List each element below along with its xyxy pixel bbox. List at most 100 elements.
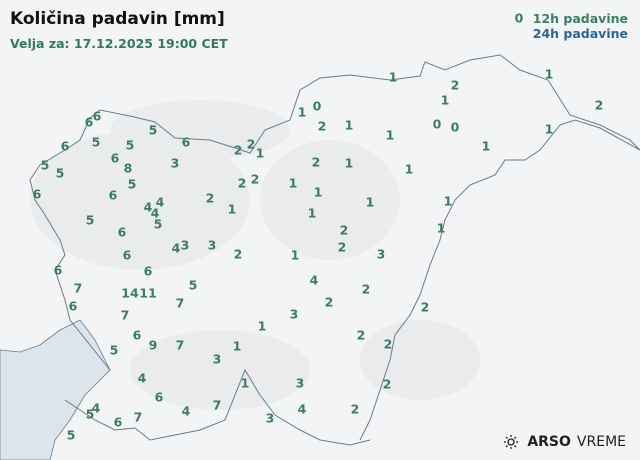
station-value: 5 (91, 134, 101, 150)
station-value: 3 (207, 237, 217, 253)
station-value: 2 (350, 401, 360, 417)
station-value: 5 (109, 342, 119, 358)
station-value: 7 (212, 397, 222, 413)
station-value: 1 (227, 201, 237, 217)
valid-time: Velja za: 17.12.2025 19:00 CET (10, 36, 228, 51)
station-value: 0 (450, 119, 460, 135)
station-value: 6 (108, 187, 118, 203)
station-value: 6 (117, 224, 127, 240)
station-value: 4 (297, 401, 307, 417)
station-value: 5 (188, 277, 198, 293)
station-value: 5 (85, 406, 95, 422)
station-value: 3 (289, 306, 299, 322)
station-value: 2 (337, 239, 347, 255)
station-value: 1 (255, 145, 265, 161)
station-value: 4 (137, 370, 147, 386)
country-border (29, 54, 640, 441)
station-value: 1 (290, 247, 300, 263)
logo-product: VREME (576, 434, 626, 450)
station-value: 2 (356, 327, 366, 343)
station-value: 1 (385, 127, 395, 143)
station-value: 3 (376, 246, 386, 262)
station-value: 6 (60, 138, 70, 154)
station-value: 6 (143, 263, 153, 279)
station-value: 6 (32, 186, 42, 202)
station-value: 2 (311, 154, 321, 170)
relief-shading (30, 100, 480, 410)
station-value: 1 (440, 92, 450, 108)
station-value: 4 (309, 272, 319, 288)
station-value: 7 (73, 280, 83, 296)
station-value: 6 (122, 247, 132, 263)
southern-border (64, 368, 371, 446)
sea (0, 319, 111, 460)
station-value: 2 (383, 336, 393, 352)
station-value: 1 (232, 338, 242, 354)
station-value: 6 (132, 327, 142, 343)
station-value: 1 (388, 69, 398, 85)
station-value: 1 (544, 66, 554, 82)
station-value: 0 (514, 10, 524, 26)
weather-logo-icon (504, 435, 519, 449)
station-value: 1 (344, 155, 354, 171)
station-value: 1 (404, 161, 414, 177)
map-title: Količina padavin [mm] (10, 9, 225, 29)
station-value: 1 (307, 205, 317, 221)
station-value: 1 (365, 194, 375, 210)
station-value: 6 (113, 414, 123, 430)
station-value: 2 (233, 142, 243, 158)
station-value: 6 (92, 108, 102, 124)
station-value: 5 (85, 212, 95, 228)
station-value: 2 (205, 190, 215, 206)
station-value: 6 (110, 150, 120, 166)
station-value: 0 (432, 116, 442, 132)
station-value: 4 (91, 400, 101, 416)
station-value: 4 (155, 194, 165, 210)
legend-12h: 12h padavine (532, 11, 628, 26)
station-value: 1 (313, 184, 323, 200)
station-value: 3 (295, 375, 305, 391)
station-value: 0 (312, 98, 322, 114)
legend-24h: 24h padavine (532, 26, 628, 41)
station-value: 7 (175, 337, 185, 353)
station-value: 2 (250, 171, 260, 187)
station-value: 1 (240, 375, 250, 391)
station-value: 11 (139, 285, 157, 301)
station-value: 1 (344, 117, 354, 133)
station-value: 5 (66, 427, 76, 443)
station-value: 8 (123, 160, 133, 176)
station-value: 5 (153, 216, 163, 232)
station-value: 6 (154, 389, 164, 405)
station-value: 5 (127, 176, 137, 192)
station-value: 7 (120, 307, 130, 323)
station-value: 2 (324, 294, 334, 310)
station-value: 1 (288, 175, 298, 191)
station-value: 6 (181, 134, 191, 150)
station-value: 3 (265, 410, 275, 426)
station-value: 1 (544, 121, 554, 137)
station-value: 5 (55, 165, 65, 181)
logo-brand: ARSO (527, 434, 571, 450)
station-value: 5 (40, 157, 50, 173)
station-value: 4 (150, 205, 160, 221)
station-value: 4 (181, 403, 191, 419)
station-value: 2 (361, 281, 371, 297)
station-value: 1 (443, 193, 453, 209)
station-value: 5 (148, 122, 158, 138)
station-value: 3 (212, 351, 222, 367)
station-value: 2 (317, 118, 327, 134)
station-value: 1 (297, 104, 307, 120)
station-value: 2 (382, 376, 392, 392)
station-value: 2 (246, 136, 256, 152)
legend: 12h padavine 24h padavine (533, 11, 628, 41)
station-value: 2 (420, 299, 430, 315)
station-value: 2 (237, 175, 247, 191)
station-value: 3 (170, 155, 180, 171)
station-value: 1 (436, 220, 446, 236)
station-value: 4 (171, 240, 181, 256)
station-value: 2 (233, 246, 243, 262)
station-value: 7 (175, 295, 185, 311)
station-value: 4 (143, 199, 153, 215)
station-value: 7 (133, 409, 143, 425)
